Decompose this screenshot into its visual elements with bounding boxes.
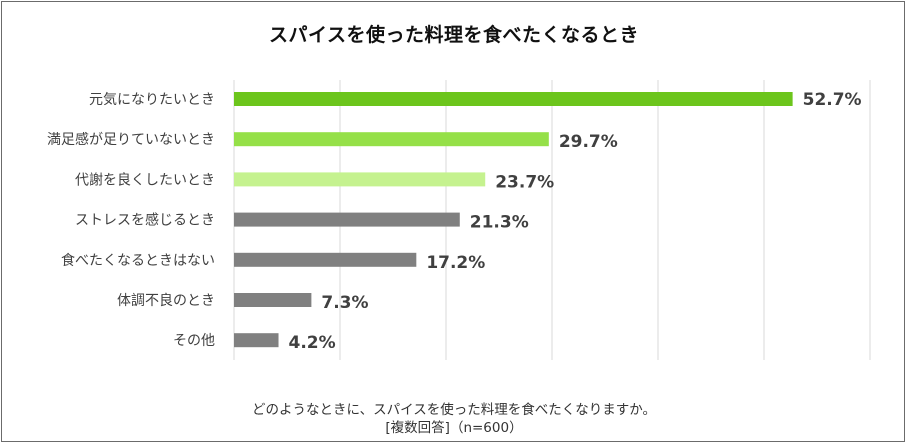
value-label: 52.7% [803,90,862,110]
value-label: 4.2% [289,333,336,353]
labels: 元気になりたいとき 52.7% 満足感が足りていないとき 29.7% 代謝を良くしたいと… [47,90,862,353]
value-label: 29.7% [559,132,618,152]
category-label: 食べたくなるときはない [61,252,215,269]
bar [234,333,279,348]
bar [234,293,312,307]
survey-question: どのようなときに、スパイスを使った料理を食べたくなりますか。 [252,402,656,418]
category-label: 元気になりたいとき [89,92,215,108]
bar [234,92,793,106]
chart-title: スパイスを使った料理を食べたくなるとき [269,24,639,46]
value-label: 23.7% [495,172,554,192]
category-label: 体調不良のとき [117,293,215,309]
bar [234,132,549,147]
category-label: その他 [173,333,215,349]
category-label: ストレスを感じるとき [75,212,215,229]
bar [234,172,486,187]
bar [234,212,460,227]
value-label: 17.2% [426,253,485,273]
value-label: 7.3% [321,293,368,313]
bar [234,252,417,267]
category-label: 満足感が足りていないとき [47,131,215,148]
bars [234,92,793,348]
survey-note: [複数回答]（n=600） [385,420,523,436]
value-label: 21.3% [470,213,529,233]
category-label: 代謝を良くしたいとき [75,172,215,188]
